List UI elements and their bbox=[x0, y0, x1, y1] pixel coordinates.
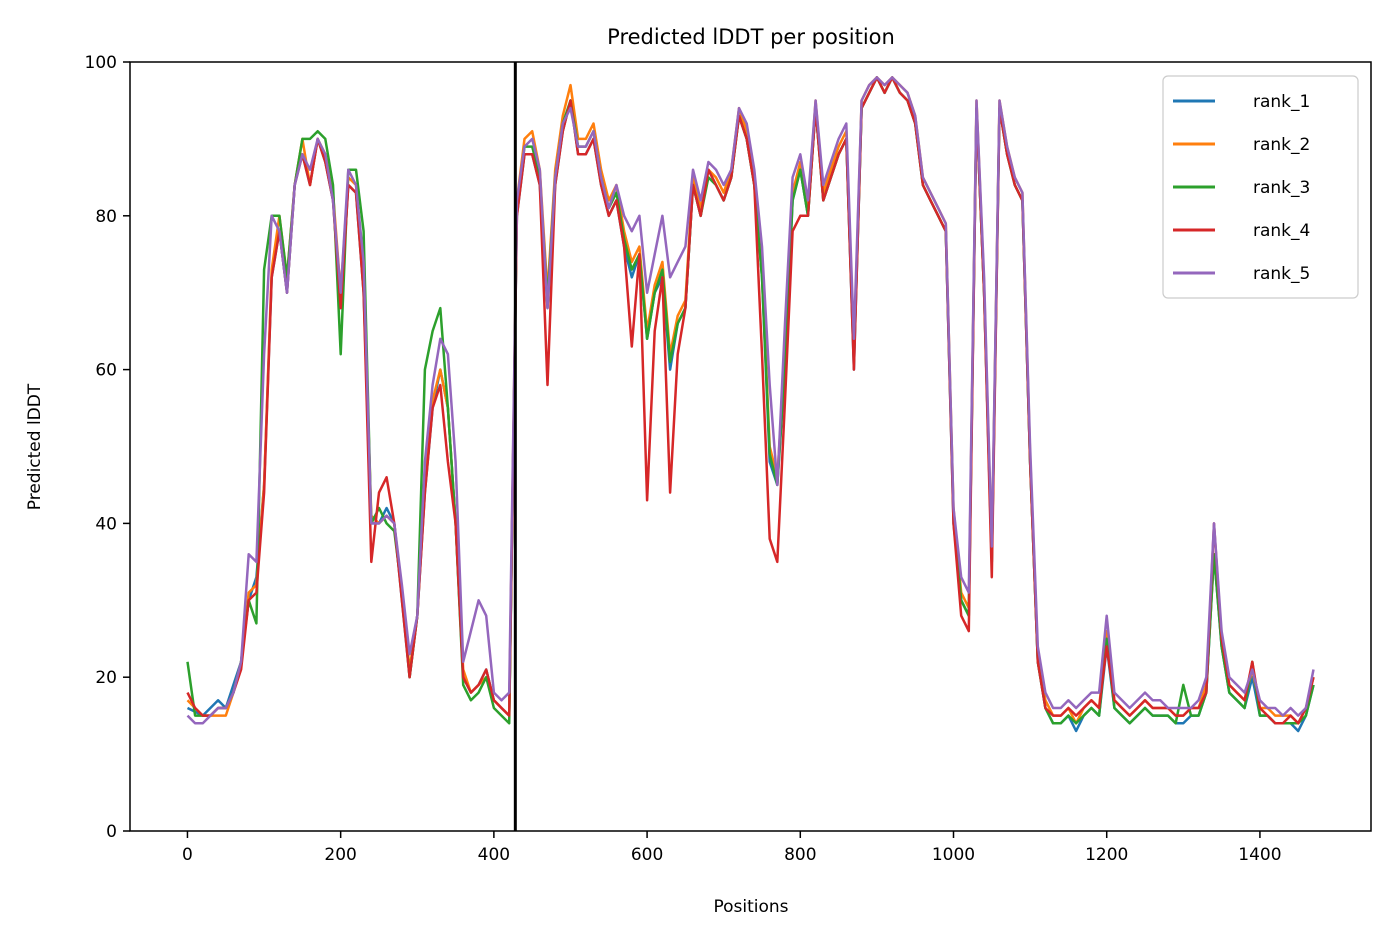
x-tick-label: 1400 bbox=[1238, 845, 1281, 865]
y-tick-label: 0 bbox=[106, 822, 117, 842]
axes-frame bbox=[129, 61, 1372, 832]
x-tick-label: 200 bbox=[324, 845, 356, 865]
x-axis-ticks: 0 200 400 600 800 1000 1200 1400 bbox=[182, 831, 1282, 865]
y-tick-label: 40 bbox=[95, 514, 117, 534]
legend-box bbox=[1162, 75, 1359, 299]
plot-lines bbox=[186, 76, 1315, 733]
x-tick-label: 400 bbox=[478, 845, 510, 865]
legend-label-rank_2: rank_2 bbox=[1253, 135, 1310, 155]
legend-label-rank_3: rank_3 bbox=[1253, 178, 1310, 198]
y-tick-label: 20 bbox=[95, 668, 117, 688]
y-tick-label: 60 bbox=[95, 361, 117, 381]
x-tick-label: 800 bbox=[784, 845, 816, 865]
series-line-rank_4 bbox=[186, 76, 1315, 725]
series-line-rank_5 bbox=[186, 76, 1315, 725]
legend-label-rank_5: rank_5 bbox=[1253, 264, 1310, 284]
y-axis-ticks: 0 20 40 60 80 100 bbox=[85, 53, 130, 842]
x-tick-label: 600 bbox=[631, 845, 663, 865]
x-tick-label: 1000 bbox=[932, 845, 975, 865]
legend: rank_1 rank_2 rank_3 rank_4 rank_5 bbox=[1162, 75, 1359, 299]
x-tick-label: 1200 bbox=[1085, 845, 1128, 865]
chart-title: Predicted lDDT per position bbox=[607, 25, 895, 49]
x-tick-label: 0 bbox=[182, 845, 193, 865]
legend-label-rank_4: rank_4 bbox=[1253, 221, 1310, 241]
y-tick-label: 80 bbox=[95, 207, 117, 227]
y-axis-label: Predicted lDDT bbox=[25, 383, 45, 510]
legend-label-rank_1: rank_1 bbox=[1253, 92, 1310, 112]
y-tick-label: 100 bbox=[85, 53, 117, 73]
x-axis-label: Positions bbox=[713, 897, 788, 917]
series-line-rank_3 bbox=[186, 76, 1315, 725]
